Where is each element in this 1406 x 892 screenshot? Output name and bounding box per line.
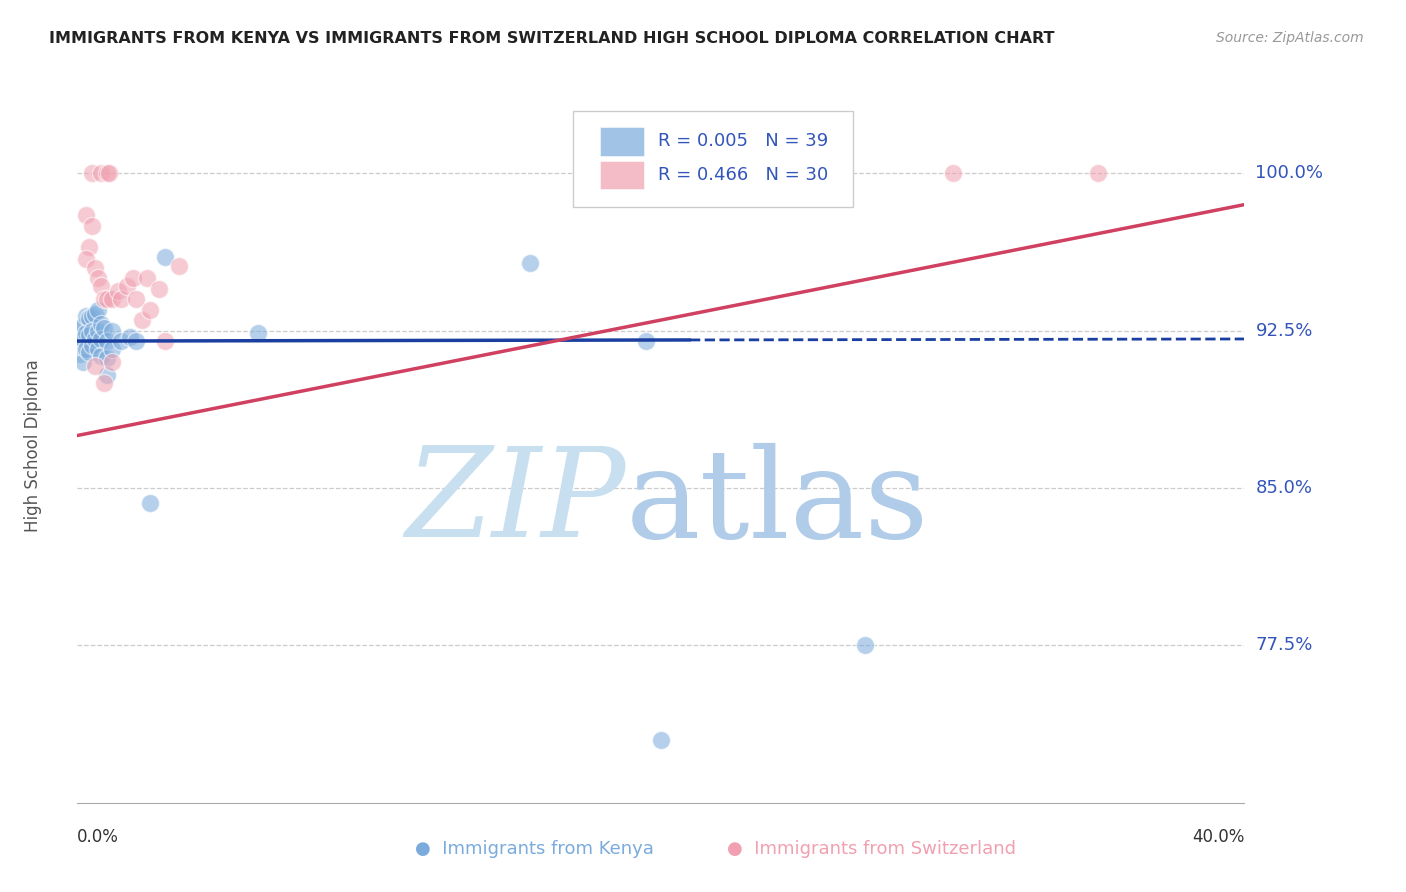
- Point: [107, 284, 129, 298]
- Point: [96, 351, 118, 365]
- Point: [75, 309, 97, 323]
- Point: [519, 256, 541, 270]
- Point: [87, 302, 110, 317]
- Text: 0.0%: 0.0%: [77, 828, 120, 846]
- Bar: [600, 127, 644, 155]
- Text: High School Diploma: High School Diploma: [24, 359, 42, 533]
- Text: 77.5%: 77.5%: [1256, 636, 1313, 655]
- Point: [101, 292, 124, 306]
- Point: [853, 639, 876, 653]
- Point: [90, 349, 112, 363]
- Point: [169, 259, 191, 273]
- Point: [247, 326, 270, 340]
- Point: [83, 307, 105, 321]
- Point: [101, 355, 124, 369]
- Point: [110, 334, 132, 348]
- Point: [77, 310, 100, 325]
- Bar: [600, 161, 644, 189]
- Text: R = 0.466   N = 30: R = 0.466 N = 30: [658, 166, 828, 184]
- Point: [69, 332, 91, 346]
- Point: [153, 334, 176, 348]
- Text: R = 0.005   N = 39: R = 0.005 N = 39: [658, 132, 828, 150]
- Point: [148, 282, 170, 296]
- Point: [153, 250, 176, 264]
- Point: [650, 732, 672, 747]
- Point: [139, 496, 162, 510]
- Point: [93, 292, 115, 306]
- Point: [101, 343, 124, 357]
- Point: [96, 334, 118, 348]
- Point: [90, 166, 112, 180]
- Point: [77, 327, 100, 342]
- Text: ZIP: ZIP: [405, 442, 626, 564]
- Point: [80, 338, 103, 352]
- Point: [93, 321, 115, 335]
- Point: [115, 279, 138, 293]
- Point: [87, 271, 110, 285]
- Point: [110, 292, 132, 306]
- Point: [77, 344, 100, 359]
- Text: ●  Immigrants from Kenya: ● Immigrants from Kenya: [415, 840, 654, 858]
- Point: [96, 292, 118, 306]
- Point: [101, 324, 124, 338]
- Point: [131, 313, 153, 327]
- Point: [72, 319, 94, 334]
- Text: atlas: atlas: [626, 442, 929, 564]
- Point: [139, 302, 162, 317]
- Text: 40.0%: 40.0%: [1192, 828, 1244, 846]
- Point: [72, 332, 94, 346]
- Point: [75, 208, 97, 222]
- Point: [942, 166, 965, 180]
- Point: [90, 332, 112, 346]
- Point: [80, 219, 103, 233]
- Text: IMMIGRANTS FROM KENYA VS IMMIGRANTS FROM SWITZERLAND HIGH SCHOOL DIPLOMA CORRELA: IMMIGRANTS FROM KENYA VS IMMIGRANTS FROM…: [49, 31, 1054, 46]
- Point: [75, 326, 97, 340]
- Point: [90, 318, 112, 332]
- Text: Source: ZipAtlas.com: Source: ZipAtlas.com: [1216, 31, 1364, 45]
- Point: [83, 260, 105, 275]
- Point: [118, 330, 141, 344]
- Point: [98, 166, 121, 180]
- Text: 100.0%: 100.0%: [1256, 164, 1323, 182]
- Text: 92.5%: 92.5%: [1256, 321, 1313, 340]
- Point: [80, 166, 103, 180]
- Point: [87, 343, 110, 357]
- Point: [75, 252, 97, 267]
- Point: [75, 343, 97, 357]
- Point: [72, 355, 94, 369]
- Point: [93, 376, 115, 390]
- Point: [90, 279, 112, 293]
- Point: [83, 332, 105, 346]
- Point: [96, 368, 118, 382]
- Point: [121, 271, 143, 285]
- FancyBboxPatch shape: [574, 111, 853, 207]
- Point: [636, 334, 658, 348]
- Point: [87, 324, 110, 338]
- Text: 85.0%: 85.0%: [1256, 479, 1312, 497]
- Point: [136, 271, 159, 285]
- Point: [77, 239, 100, 253]
- Point: [69, 346, 91, 360]
- Point: [80, 324, 103, 338]
- Point: [124, 292, 148, 306]
- Point: [96, 166, 118, 180]
- Point: [80, 309, 103, 323]
- Point: [124, 334, 148, 348]
- Point: [83, 359, 105, 374]
- Point: [69, 321, 91, 335]
- Point: [1087, 166, 1109, 180]
- Text: ●  Immigrants from Switzerland: ● Immigrants from Switzerland: [727, 840, 1017, 858]
